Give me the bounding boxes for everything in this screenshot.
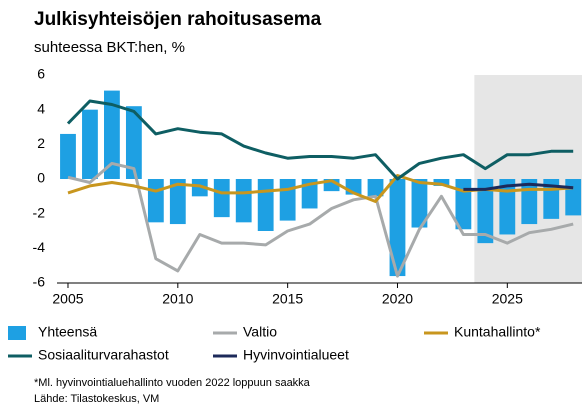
bar	[455, 179, 472, 230]
bar	[433, 179, 450, 186]
bar	[191, 179, 208, 197]
bar	[125, 106, 142, 179]
line	[463, 182, 574, 191]
bar	[104, 90, 120, 179]
x-tick-label: 2020	[382, 291, 413, 307]
bar	[169, 179, 186, 225]
y-tick-label: 4	[37, 100, 45, 116]
y-tick-label: 0	[37, 170, 45, 186]
legend-label: Sosiaaliturvarahastot	[38, 347, 169, 363]
y-tick-label: -2	[33, 204, 46, 220]
chart-title: Julkisyhteisöjen rahoitusasema	[34, 9, 322, 30]
bar	[235, 179, 252, 223]
x-tick-label: 2025	[492, 291, 523, 307]
bar	[213, 179, 230, 218]
footnote: *Ml. hyvinvointialuehallinto vuoden 2022…	[34, 377, 311, 389]
bar	[60, 133, 76, 179]
bar	[477, 179, 494, 244]
chart-subtitle: suhteessa BKT:hen, %	[34, 39, 185, 56]
legend-swatch	[8, 326, 26, 340]
y-tick-label: -4	[33, 239, 46, 255]
y-tick-label: -6	[33, 274, 46, 290]
legend-label: Hyvinvointialueet	[243, 347, 349, 363]
legend-label: Kuntahallinto*	[454, 324, 541, 340]
line	[67, 161, 574, 278]
legend-label: Yhteensä	[38, 324, 97, 340]
legend-label: Valtio	[243, 324, 277, 340]
bar	[411, 179, 428, 228]
bar	[82, 109, 98, 179]
bar	[257, 179, 274, 231]
bar	[147, 179, 164, 223]
x-tick-label: 2005	[52, 291, 83, 307]
bar	[389, 179, 406, 277]
x-tick-label: 2015	[272, 291, 303, 307]
line	[66, 99, 574, 181]
bar	[565, 179, 582, 216]
y-tick-label: 6	[37, 66, 45, 82]
x-tick-label: 2010	[162, 291, 193, 307]
bar	[367, 179, 384, 197]
y-tick-label: 2	[37, 135, 45, 151]
bar	[279, 179, 296, 221]
footnote: Lähde: Tilastokeskus, VM	[34, 393, 159, 405]
bar	[499, 179, 516, 235]
